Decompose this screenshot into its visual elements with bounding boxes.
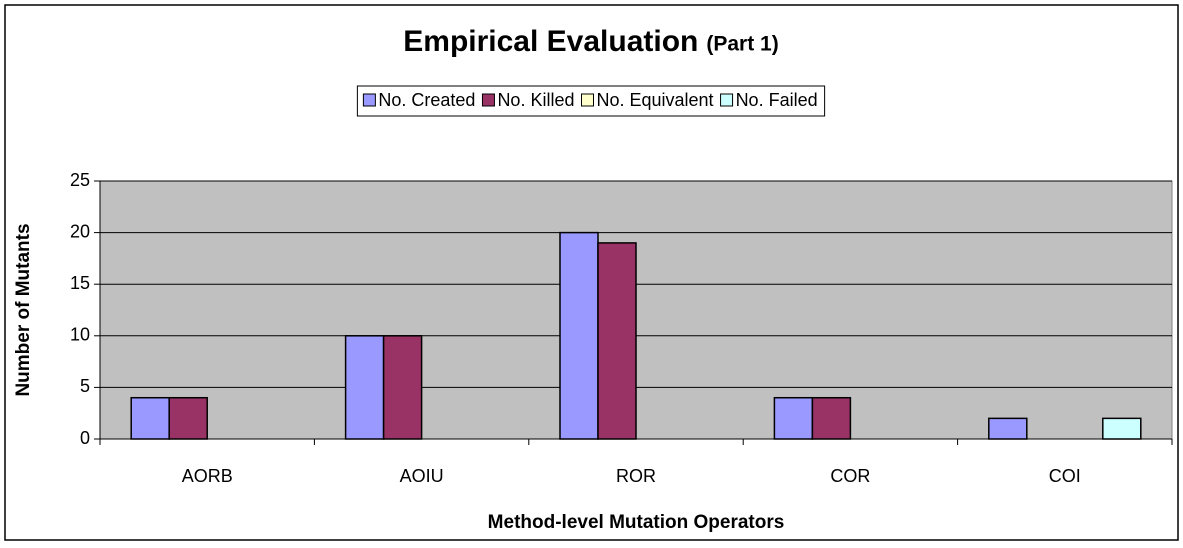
bar <box>988 417 1028 440</box>
bar <box>559 231 599 440</box>
legend-label: No. Created <box>378 90 475 110</box>
y-axis-label: Number of Mutants <box>13 223 34 396</box>
y-tick-label: 20 <box>70 221 90 241</box>
bar <box>1102 417 1142 440</box>
x-tick-label: AORB <box>182 466 233 486</box>
bar <box>168 396 208 440</box>
chart-title: Empirical Evaluation <box>403 25 698 58</box>
y-tick-label: 10 <box>70 325 90 345</box>
y-tick-label: 5 <box>80 376 90 396</box>
bar <box>811 396 852 440</box>
x-axis-label: Method-level Mutation Operators <box>488 512 785 533</box>
x-tick-label: COI <box>1049 466 1081 486</box>
y-tick-label: 25 <box>70 170 90 190</box>
bar <box>130 396 170 440</box>
bar <box>344 335 385 440</box>
x-tick-label: AOIU <box>400 466 444 486</box>
y-tick-label: 0 <box>80 428 90 448</box>
bar <box>773 396 814 440</box>
x-tick-label: COR <box>830 466 870 486</box>
legend-label: No. Killed <box>497 90 574 110</box>
bar <box>382 335 423 440</box>
legend-label: No. Equivalent <box>596 90 713 110</box>
x-tick-label: ROR <box>616 466 656 486</box>
legend-swatch <box>580 93 594 107</box>
legend-swatch <box>362 93 376 107</box>
bar <box>597 242 637 440</box>
legend-swatch <box>720 93 734 107</box>
chart-subtitle: (Part 1) <box>706 33 778 56</box>
legend-swatch <box>481 93 495 107</box>
y-tick-label: 15 <box>70 273 90 293</box>
legend-label: No. Failed <box>736 90 818 110</box>
